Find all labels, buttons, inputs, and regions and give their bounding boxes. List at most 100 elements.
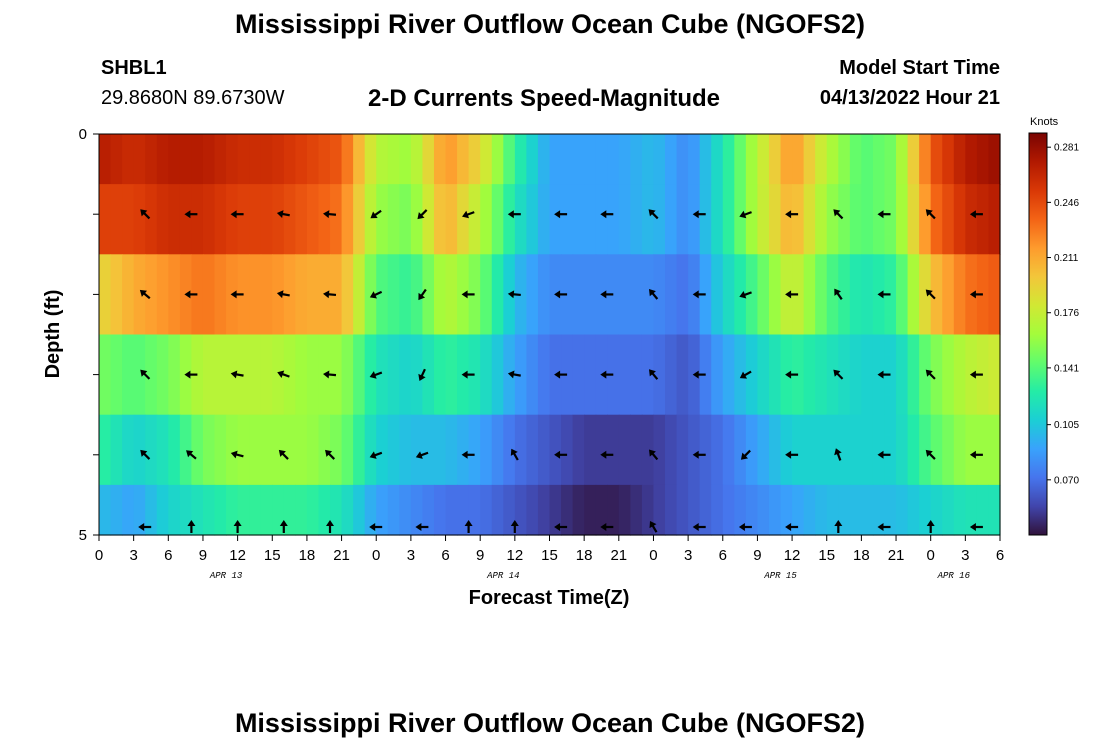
heatmap-cell (826, 134, 839, 185)
current-arrow (969, 290, 983, 299)
heatmap-cell (214, 184, 227, 255)
heatmap-cell (618, 134, 631, 185)
current-arrow (417, 209, 428, 220)
heatmap-cell (422, 334, 435, 416)
current-arrow (230, 210, 244, 219)
current-arrow (834, 448, 842, 461)
heatmap-cell (99, 134, 112, 185)
x-tick-label: 9 (753, 547, 761, 564)
current-arrow (184, 210, 198, 219)
heatmap-cell (872, 184, 886, 255)
heatmap-cell (295, 334, 308, 416)
heatmap-cell (214, 334, 227, 416)
current-arrow (139, 289, 151, 300)
heatmap-cell (826, 254, 839, 336)
heatmap-cell (433, 414, 447, 486)
heatmap-cell (861, 184, 874, 255)
current-arrow (692, 290, 706, 299)
heatmap-cell (838, 254, 851, 336)
current-arrow (507, 370, 521, 379)
heatmap-cell (133, 484, 146, 536)
heatmap-cell (734, 484, 747, 536)
heatmap-cell (387, 414, 400, 486)
heatmap-cell (711, 484, 724, 536)
heatmap-cell (561, 184, 574, 255)
current-arrow (276, 290, 290, 299)
heatmap-cell (433, 334, 447, 416)
heatmap-cell (480, 134, 493, 185)
heatmap-cell (191, 254, 204, 336)
heatmap-cell (988, 184, 1001, 255)
heatmap-cell (665, 414, 678, 486)
heatmap-cell (676, 414, 689, 486)
heatmap-cell (630, 184, 643, 255)
heatmap-cell (457, 134, 470, 185)
colorbar-tick-label: 0.211 (1054, 253, 1079, 264)
current-arrow (925, 449, 936, 460)
heatmap-cell (306, 134, 320, 185)
heatmap-cell (341, 484, 354, 536)
heatmap-cell (930, 334, 943, 416)
heatmap-cell (630, 414, 643, 486)
heatmap-cell (122, 334, 135, 416)
heatmap-cell (896, 334, 909, 416)
heatmap-cell (318, 484, 331, 536)
chart-title: Mississippi River Outflow Ocean Cube (NG… (234, 9, 866, 39)
heatmap-cell (202, 334, 216, 416)
current-arrow (600, 290, 614, 299)
heatmap-cell (953, 134, 966, 185)
heatmap-cell (884, 484, 897, 536)
heatmap-cell (283, 134, 296, 185)
heatmap-cell (976, 254, 990, 336)
x-tick-label: 9 (199, 547, 207, 564)
colorbar-scale (1028, 132, 1048, 536)
heatmap-cell (364, 334, 377, 416)
current-arrow (969, 210, 983, 219)
heatmap-cell (584, 184, 597, 255)
heatmap-cell (965, 134, 978, 185)
heatmap-cell (191, 414, 204, 486)
heatmap-cell (376, 414, 389, 486)
heatmap-cell (491, 334, 504, 416)
heatmap-cell (526, 254, 539, 336)
heatmap-cell (283, 484, 296, 536)
heatmap-cell (884, 184, 897, 255)
heatmap-cell (168, 184, 181, 255)
heatmap-cell (884, 334, 897, 416)
heatmap-cell (133, 334, 146, 416)
heatmap-cell (226, 134, 239, 185)
heatmap-cell (815, 484, 828, 536)
heatmap-cell (953, 414, 966, 486)
heatmap-cell (711, 414, 724, 486)
heatmap-cell (295, 254, 308, 336)
heatmap-cell (861, 334, 874, 416)
heatmap-cell (734, 184, 747, 255)
heatmap-cell (480, 334, 493, 416)
heatmap-cell (561, 414, 574, 486)
x-tick-label: 3 (684, 547, 692, 564)
heatmap-cell (884, 254, 897, 336)
heatmap-cell (514, 254, 527, 336)
heatmap-cell (537, 254, 551, 336)
x-tick-label: 18 (576, 547, 593, 564)
heatmap-cell (665, 254, 678, 336)
heatmap-cell (214, 134, 227, 185)
heatmap-cell (872, 134, 886, 185)
model-start-value: 04/13/2022 Hour 21 (819, 87, 1000, 109)
current-arrow (507, 290, 521, 299)
heatmap-cell (607, 134, 620, 185)
heatmap-cell (711, 334, 724, 416)
heatmap-cell (503, 334, 516, 416)
heatmap-cell (942, 414, 955, 486)
heatmap-cell (595, 134, 608, 185)
heatmap-cell (272, 254, 285, 336)
heatmap-cell (514, 484, 527, 536)
heatmap-cell (191, 484, 204, 536)
current-arrow (418, 368, 426, 381)
heatmap-cell (341, 184, 354, 255)
heatmap-cell (965, 184, 978, 255)
current-arrow (649, 520, 658, 533)
current-arrow (415, 451, 429, 459)
heatmap-cell (156, 254, 169, 336)
heatmap-cell (445, 184, 458, 255)
